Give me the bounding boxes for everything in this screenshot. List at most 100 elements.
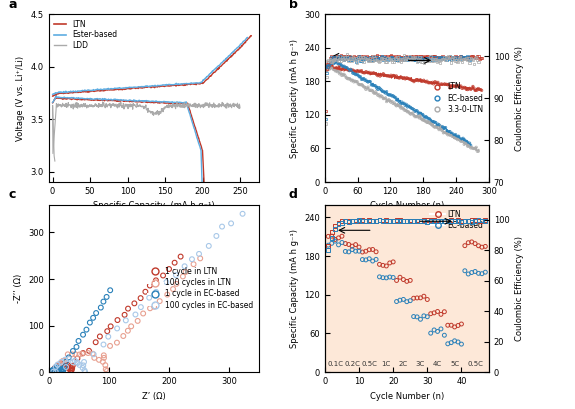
Point: [361, 54, 370, 60]
Point: [326, 64, 335, 71]
Point: [450, 132, 459, 139]
Point: [474, 218, 483, 225]
Point: [324, 243, 333, 249]
Point: [385, 98, 394, 104]
Point: [375, 94, 385, 100]
Point: [464, 141, 473, 147]
Point: [384, 92, 393, 98]
Point: [446, 59, 455, 65]
Point: [452, 54, 461, 61]
Point: [170, 259, 179, 266]
Point: [331, 238, 340, 245]
Point: [164, 266, 174, 272]
Point: [474, 85, 483, 92]
Point: [345, 54, 354, 60]
Point: [419, 54, 428, 61]
Point: [394, 54, 403, 60]
Point: [466, 145, 476, 151]
Point: [385, 260, 394, 266]
Point: [48, 367, 57, 374]
Point: [477, 217, 486, 224]
Point: [385, 55, 394, 62]
Point: [351, 79, 361, 85]
Point: [66, 369, 75, 376]
Point: [365, 78, 374, 85]
Point: [338, 63, 347, 70]
Point: [442, 81, 451, 88]
Point: [452, 134, 461, 140]
Point: [419, 77, 428, 83]
Point: [385, 218, 394, 224]
Point: [450, 218, 459, 224]
Point: [440, 81, 449, 87]
Point: [444, 128, 454, 135]
Point: [404, 56, 413, 63]
Point: [469, 145, 478, 152]
Point: [470, 218, 480, 225]
Point: [462, 86, 471, 92]
Point: [436, 54, 446, 61]
Point: [327, 55, 336, 62]
Point: [467, 54, 477, 60]
Point: [377, 86, 386, 93]
Point: [99, 352, 108, 359]
Point: [442, 54, 451, 61]
Point: [326, 60, 335, 67]
Point: [346, 55, 355, 62]
Point: [162, 279, 171, 285]
Point: [345, 54, 354, 61]
Point: [404, 54, 413, 60]
Point: [352, 71, 362, 78]
Point: [347, 218, 356, 224]
Point: [424, 80, 434, 86]
Point: [344, 249, 354, 255]
Point: [409, 218, 418, 225]
Point: [321, 108, 330, 114]
Point: [102, 368, 112, 374]
Point: [340, 55, 350, 62]
Point: [344, 66, 353, 73]
Point: [378, 88, 387, 94]
Point: [392, 217, 401, 223]
Point: [395, 54, 404, 61]
Point: [357, 54, 366, 61]
Point: [380, 72, 389, 78]
Point: [388, 73, 397, 80]
Point: [121, 317, 131, 324]
Point: [344, 57, 353, 64]
Point: [419, 293, 428, 299]
Point: [344, 54, 353, 60]
Point: [440, 308, 449, 315]
Point: [402, 218, 412, 224]
Point: [88, 351, 97, 357]
Point: [400, 107, 409, 113]
Point: [358, 217, 367, 224]
Point: [407, 56, 416, 63]
Point: [337, 66, 346, 73]
Point: [371, 56, 380, 62]
Point: [419, 312, 428, 319]
Point: [372, 85, 381, 91]
Point: [416, 294, 425, 301]
Point: [139, 310, 148, 317]
Point: [334, 221, 343, 227]
Point: [466, 53, 476, 60]
Point: [130, 300, 139, 307]
Point: [470, 54, 480, 61]
Point: [171, 272, 181, 279]
Point: [372, 52, 381, 58]
Point: [89, 315, 98, 321]
Point: [380, 54, 389, 61]
Point: [354, 244, 363, 250]
Point: [396, 105, 405, 111]
Point: [329, 66, 339, 72]
Point: [389, 92, 398, 99]
Point: [461, 55, 470, 61]
Point: [460, 267, 469, 274]
Point: [394, 98, 403, 104]
Point: [335, 71, 344, 77]
Point: [57, 367, 66, 373]
Point: [344, 218, 354, 225]
Point: [450, 55, 459, 61]
Point: [81, 369, 90, 375]
